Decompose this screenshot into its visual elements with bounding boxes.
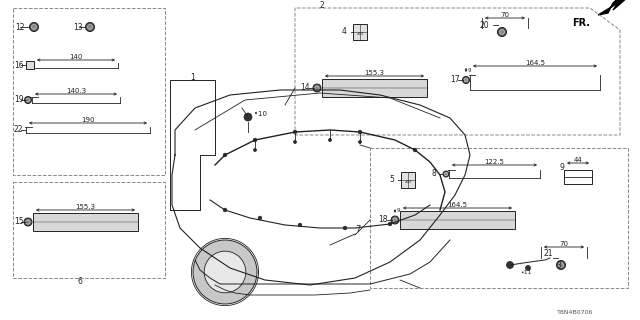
Circle shape	[315, 86, 319, 90]
Text: 1: 1	[191, 73, 195, 82]
Circle shape	[343, 226, 347, 230]
Text: 3: 3	[556, 260, 561, 269]
Text: T8N4B0706: T8N4B0706	[557, 310, 593, 316]
Circle shape	[559, 262, 563, 268]
Circle shape	[223, 208, 227, 212]
Circle shape	[223, 153, 227, 157]
Text: 12: 12	[15, 22, 24, 31]
Circle shape	[24, 218, 32, 226]
Text: 140.3: 140.3	[66, 88, 86, 94]
Circle shape	[500, 29, 504, 35]
Text: •11: •11	[520, 270, 531, 276]
Text: 6: 6	[77, 277, 83, 286]
Circle shape	[557, 260, 566, 269]
Circle shape	[24, 97, 31, 103]
Circle shape	[253, 148, 257, 151]
Circle shape	[391, 216, 399, 224]
Text: 164.5: 164.5	[525, 60, 545, 66]
Text: 13: 13	[73, 22, 83, 31]
Text: 190: 190	[81, 117, 95, 123]
Bar	[353, 24, 367, 40]
Text: 21: 21	[543, 249, 552, 258]
Text: 4: 4	[342, 28, 347, 36]
Circle shape	[525, 266, 531, 270]
Circle shape	[358, 140, 362, 143]
Circle shape	[29, 22, 38, 31]
Text: 22: 22	[14, 125, 24, 134]
Text: 20: 20	[480, 20, 490, 29]
Circle shape	[444, 172, 447, 176]
Text: 9: 9	[468, 68, 472, 73]
Circle shape	[298, 223, 302, 227]
Text: #10: #10	[404, 180, 412, 184]
Text: #10: #10	[356, 32, 364, 36]
Text: 14: 14	[300, 84, 310, 92]
Circle shape	[31, 25, 36, 29]
Circle shape	[293, 130, 297, 134]
Text: 9: 9	[560, 164, 565, 172]
Text: FR.: FR.	[572, 18, 590, 28]
Text: 155.3: 155.3	[365, 70, 385, 76]
Bar	[13, 182, 165, 278]
Circle shape	[86, 22, 95, 31]
Text: •10: •10	[254, 111, 267, 117]
Text: 164.5: 164.5	[447, 202, 467, 208]
Polygon shape	[598, 0, 628, 15]
Text: 17: 17	[450, 76, 460, 84]
Text: 7: 7	[355, 226, 360, 235]
Circle shape	[388, 222, 392, 226]
Bar	[401, 172, 415, 188]
Text: 15: 15	[14, 218, 24, 227]
Circle shape	[26, 98, 30, 102]
Bar	[322, 79, 427, 97]
Bar	[400, 211, 515, 229]
Bar	[33, 213, 138, 231]
Bar	[370, 148, 628, 288]
Text: 2: 2	[320, 1, 324, 10]
Circle shape	[443, 171, 449, 177]
Circle shape	[204, 251, 246, 293]
Circle shape	[358, 130, 362, 134]
Circle shape	[497, 28, 506, 36]
Circle shape	[413, 148, 417, 152]
Bar	[564, 170, 592, 184]
Text: 140: 140	[69, 54, 83, 60]
Text: 19: 19	[14, 95, 24, 105]
Text: 155.3: 155.3	[76, 204, 95, 210]
Text: 16: 16	[14, 60, 24, 69]
Circle shape	[193, 240, 257, 304]
Circle shape	[313, 84, 321, 92]
Text: 18: 18	[378, 215, 387, 225]
Circle shape	[328, 139, 332, 141]
Circle shape	[258, 216, 262, 220]
Circle shape	[88, 25, 92, 29]
Bar	[13, 8, 165, 175]
Text: 44: 44	[573, 157, 582, 163]
Text: 5: 5	[389, 175, 394, 185]
Circle shape	[244, 113, 252, 121]
Circle shape	[463, 76, 470, 84]
Text: 9: 9	[397, 209, 401, 213]
Text: 70: 70	[500, 12, 509, 18]
Bar	[26, 61, 34, 69]
Text: 70: 70	[559, 241, 568, 247]
Circle shape	[294, 140, 296, 143]
Circle shape	[464, 78, 468, 82]
Circle shape	[26, 220, 30, 224]
Circle shape	[506, 261, 513, 268]
Text: 8: 8	[432, 170, 436, 179]
Circle shape	[253, 138, 257, 142]
Circle shape	[393, 218, 397, 222]
Text: 122.5: 122.5	[484, 159, 504, 165]
